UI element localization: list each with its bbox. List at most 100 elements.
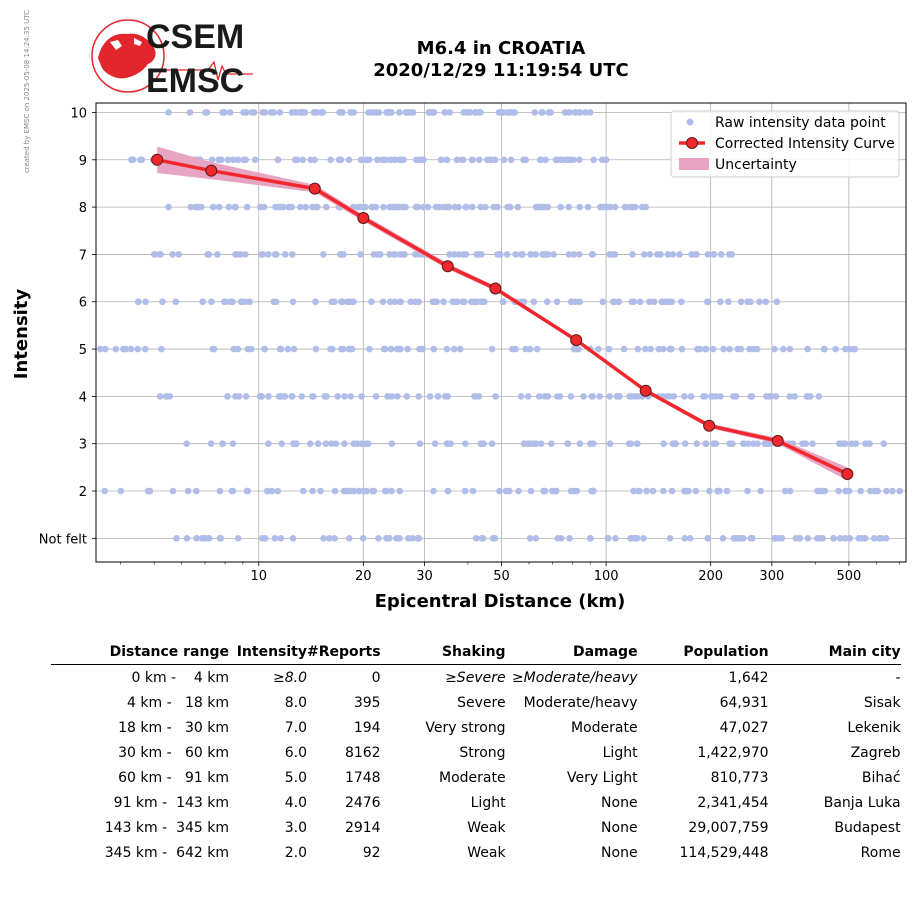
- raw-point: [440, 298, 447, 306]
- raw-point: [173, 535, 180, 542]
- raw-point: [392, 251, 399, 258]
- cell-damage: Light: [602, 744, 638, 761]
- raw-point: [199, 298, 206, 306]
- raw-point: [657, 251, 664, 258]
- raw-point: [588, 487, 595, 495]
- raw-point: [386, 203, 393, 211]
- raw-point: [532, 535, 540, 542]
- raw-point: [207, 440, 215, 448]
- raw-point: [444, 487, 452, 495]
- raw-point: [215, 156, 222, 164]
- raw-point: [443, 440, 451, 448]
- raw-point: [670, 393, 678, 400]
- raw-point: [458, 156, 465, 164]
- cell-reports: 395: [353, 694, 381, 711]
- cell-damage: None: [601, 819, 638, 836]
- raw-point: [678, 298, 685, 306]
- header-distance: Distance range: [51, 640, 229, 665]
- y-tick-label: 5: [79, 343, 87, 358]
- table-row: 18 km - 30 km 7.0 194 Very strong Modera…: [51, 715, 901, 740]
- raw-point: [150, 251, 158, 258]
- raw-point: [214, 251, 221, 258]
- cell-reports: 194: [353, 719, 381, 736]
- raw-point: [285, 203, 293, 211]
- raw-point: [268, 487, 276, 495]
- raw-point: [317, 109, 325, 116]
- raw-point: [323, 393, 330, 400]
- raw-point: [414, 203, 422, 211]
- raw-point: [845, 487, 853, 495]
- cell-city: Lekenik: [847, 719, 901, 736]
- raw-point: [233, 251, 241, 258]
- x-tick-label: 500: [836, 569, 861, 584]
- raw-point: [536, 156, 544, 164]
- raw-point: [299, 487, 307, 495]
- raw-point: [580, 393, 587, 400]
- raw-point: [586, 109, 594, 116]
- raw-point: [122, 345, 130, 353]
- cell-damage: Moderate: [570, 719, 638, 736]
- raw-point: [655, 345, 663, 353]
- raw-point: [358, 440, 365, 448]
- raw-point: [488, 345, 496, 353]
- header-population: Population: [637, 640, 769, 665]
- raw-point: [542, 251, 550, 258]
- raw-point: [596, 393, 604, 400]
- raw-point: [430, 487, 437, 495]
- raw-point: [643, 487, 650, 495]
- raw-point: [232, 393, 239, 400]
- raw-point: [232, 203, 239, 211]
- raw-point: [302, 203, 310, 211]
- cell-intensity: 7.0: [284, 719, 307, 736]
- cell-city: Banja Luka: [823, 794, 901, 811]
- raw-point: [244, 345, 252, 353]
- raw-point: [407, 298, 415, 306]
- raw-point: [192, 487, 200, 495]
- cell-city: Rome: [860, 844, 901, 861]
- raw-point: [621, 203, 629, 211]
- raw-point: [681, 393, 688, 400]
- raw-point: [322, 203, 330, 211]
- raw-point: [469, 156, 476, 164]
- raw-point: [274, 156, 282, 164]
- raw-point: [339, 345, 347, 353]
- raw-point: [331, 487, 339, 495]
- raw-point: [646, 251, 654, 258]
- raw-point: [737, 298, 745, 306]
- raw-point: [499, 298, 507, 306]
- raw-point: [280, 393, 288, 400]
- cell-population: 2,341,454: [697, 794, 769, 811]
- raw-point: [156, 393, 164, 400]
- raw-point: [472, 393, 479, 400]
- raw-point: [703, 345, 710, 353]
- raw-point: [101, 487, 108, 495]
- raw-point: [431, 440, 439, 448]
- raw-point: [720, 345, 727, 353]
- raw-point: [710, 251, 717, 258]
- raw-point: [251, 156, 259, 164]
- raw-point: [338, 251, 346, 258]
- raw-point: [134, 345, 141, 353]
- raw-point: [329, 345, 336, 353]
- raw-point: [334, 393, 341, 400]
- raw-point: [841, 535, 849, 542]
- raw-point: [362, 203, 369, 211]
- cell-reports: 2914: [344, 819, 381, 836]
- raw-point: [807, 393, 814, 400]
- raw-point: [490, 203, 498, 211]
- raw-point: [852, 440, 860, 448]
- raw-point: [381, 345, 389, 353]
- raw-point: [322, 440, 330, 448]
- raw-point: [415, 393, 422, 400]
- raw-point: [299, 156, 306, 164]
- raw-point: [896, 487, 903, 495]
- raw-point: [277, 535, 285, 542]
- raw-point: [565, 251, 573, 258]
- raw-point: [687, 393, 695, 400]
- raw-point: [477, 109, 484, 116]
- raw-point: [415, 298, 422, 306]
- x-tick-label: 20: [355, 569, 372, 584]
- raw-point: [547, 109, 554, 116]
- y-tick-label: 9: [79, 154, 87, 169]
- raw-point: [388, 109, 395, 116]
